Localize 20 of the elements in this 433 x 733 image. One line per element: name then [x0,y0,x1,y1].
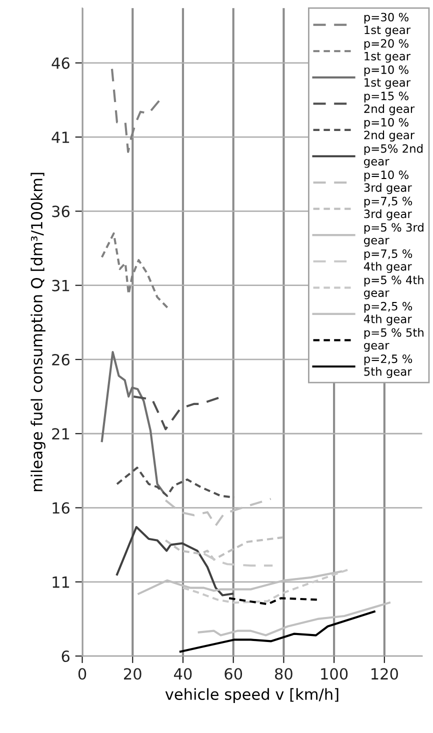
y-tick-label: 11 [52,576,70,588]
y-tick-label: 31 [52,280,70,292]
x-tick-label: 100 [321,668,348,680]
x-axis-title: vehicle speed v [km/h] [165,688,338,703]
x-tick-label: 40 [174,668,192,680]
y-tick-label: 46 [52,57,70,69]
x-tick-label: 120 [372,668,398,680]
x-tick-label: 60 [224,668,242,680]
legend-label: p=2,5 % 5th gear [364,354,412,378]
y-tick-label: 21 [52,428,70,440]
y-tick-label: 16 [52,502,70,514]
y-tick-label: 36 [52,206,70,218]
x-tick-label: 80 [275,668,292,680]
y-tick-label: 26 [52,354,70,366]
x-tick-label: 0 [78,668,86,680]
y-tick-label: 41 [52,132,70,143]
y-tick-label: 6 [62,650,70,662]
legend-label: p=5 % 5th gear [364,328,424,352]
y-axis-title: mileage fuel consumption Q [dm³/100km] [30,172,46,492]
x-tick-label: 20 [124,668,142,680]
